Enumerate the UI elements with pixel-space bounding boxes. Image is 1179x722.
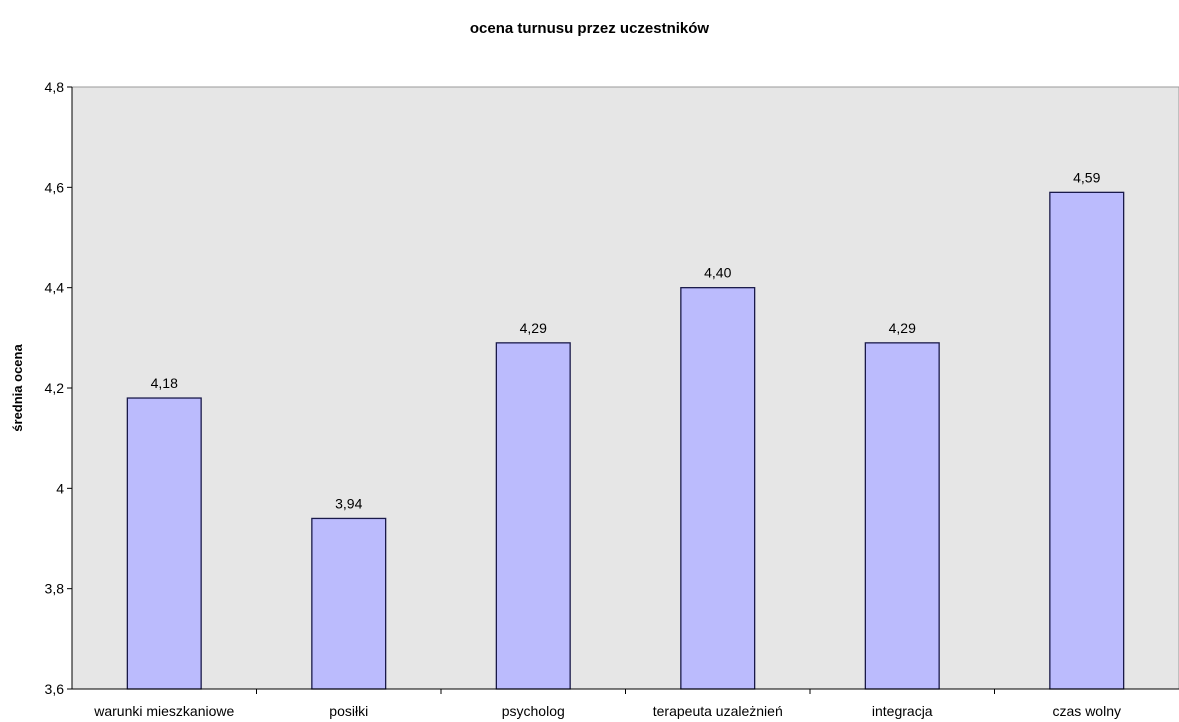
plot-area [71, 86, 1179, 690]
y-axis-title: średnia ocena [10, 344, 25, 432]
bar [126, 397, 202, 690]
bars [126, 191, 1125, 690]
y-tick-label: 4,2 [45, 380, 65, 396]
y-tick-label: 4,4 [45, 280, 65, 296]
y-tick-label: 4 [56, 480, 64, 496]
bar [864, 342, 940, 690]
y-axis-ticks: 3,6 3,8 4 4,2 4,4 4,6 4,8 [45, 79, 72, 697]
bar [311, 517, 387, 690]
data-labels: 4,18 3,94 4,29 4,40 4,29 4,59 [151, 169, 1101, 511]
data-label: 4,29 [520, 320, 547, 336]
category-labels: warunki mieszkaniowe posiłki psycholog tera… [93, 689, 1121, 719]
y-tick-label: 3,8 [45, 581, 65, 597]
chart-title: ocena turnusu przez uczestników [469, 20, 710, 37]
x-category-label: terapeuta uzależnień [653, 703, 783, 719]
data-label: 4,29 [889, 320, 916, 336]
x-category-label: psycholog [502, 703, 565, 719]
data-label: 4,40 [704, 265, 731, 281]
bar [680, 287, 756, 690]
y-tick-label: 3,6 [45, 681, 65, 697]
bar [1049, 191, 1125, 690]
x-category-label: posiłki [329, 703, 368, 719]
y-tick-label: 4,6 [45, 179, 65, 195]
data-label: 3,94 [335, 495, 362, 511]
y-tick-label: 4,8 [45, 79, 65, 95]
data-label: 4,18 [151, 375, 178, 391]
x-category-label: czas wolny [1053, 703, 1121, 719]
data-label: 4,59 [1073, 169, 1100, 185]
x-category-label: warunki mieszkaniowe [93, 703, 234, 719]
bar [495, 342, 571, 690]
x-category-label: integracja [872, 703, 933, 719]
